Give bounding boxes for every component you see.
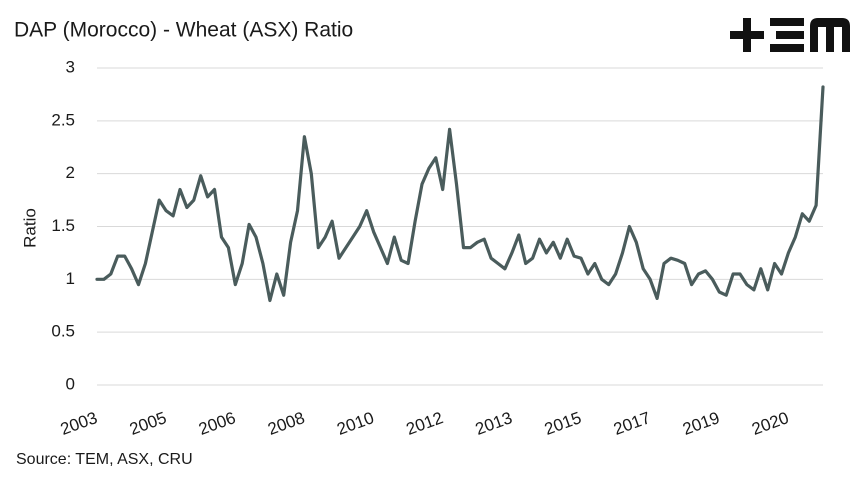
source-note: Source: TEM, ASX, CRU — [16, 451, 193, 468]
x-tick-label: 2003 — [58, 408, 100, 439]
y-tick-label: 3 — [66, 57, 75, 76]
x-tick-label: 2013 — [473, 408, 515, 439]
x-tick-label: 2017 — [611, 408, 653, 439]
y-tick-label: 1.5 — [51, 216, 75, 235]
x-tick-label: 2012 — [404, 408, 446, 439]
x-tick-label: 2008 — [265, 408, 307, 439]
data-line — [95, 85, 825, 303]
x-tick-label: 2010 — [334, 408, 376, 439]
y-axis-label: Ratio — [20, 208, 39, 248]
y-tick-label: 2.5 — [51, 110, 75, 129]
y-tick-label: 1 — [66, 269, 75, 288]
chart-title: DAP (Morocco) - Wheat (ASX) Ratio — [14, 19, 353, 42]
y-tick-label: 0 — [66, 374, 75, 393]
logo — [730, 18, 850, 52]
x-tick-label: 2005 — [127, 408, 169, 439]
y-tick-label: 2 — [66, 163, 75, 182]
y-tick-label: 0.5 — [51, 322, 75, 341]
x-tick-label: 2019 — [680, 408, 722, 439]
x-tick-label: 2015 — [542, 408, 584, 439]
x-tick-label: 2020 — [749, 408, 791, 439]
x-tick-label: 2006 — [196, 408, 238, 439]
